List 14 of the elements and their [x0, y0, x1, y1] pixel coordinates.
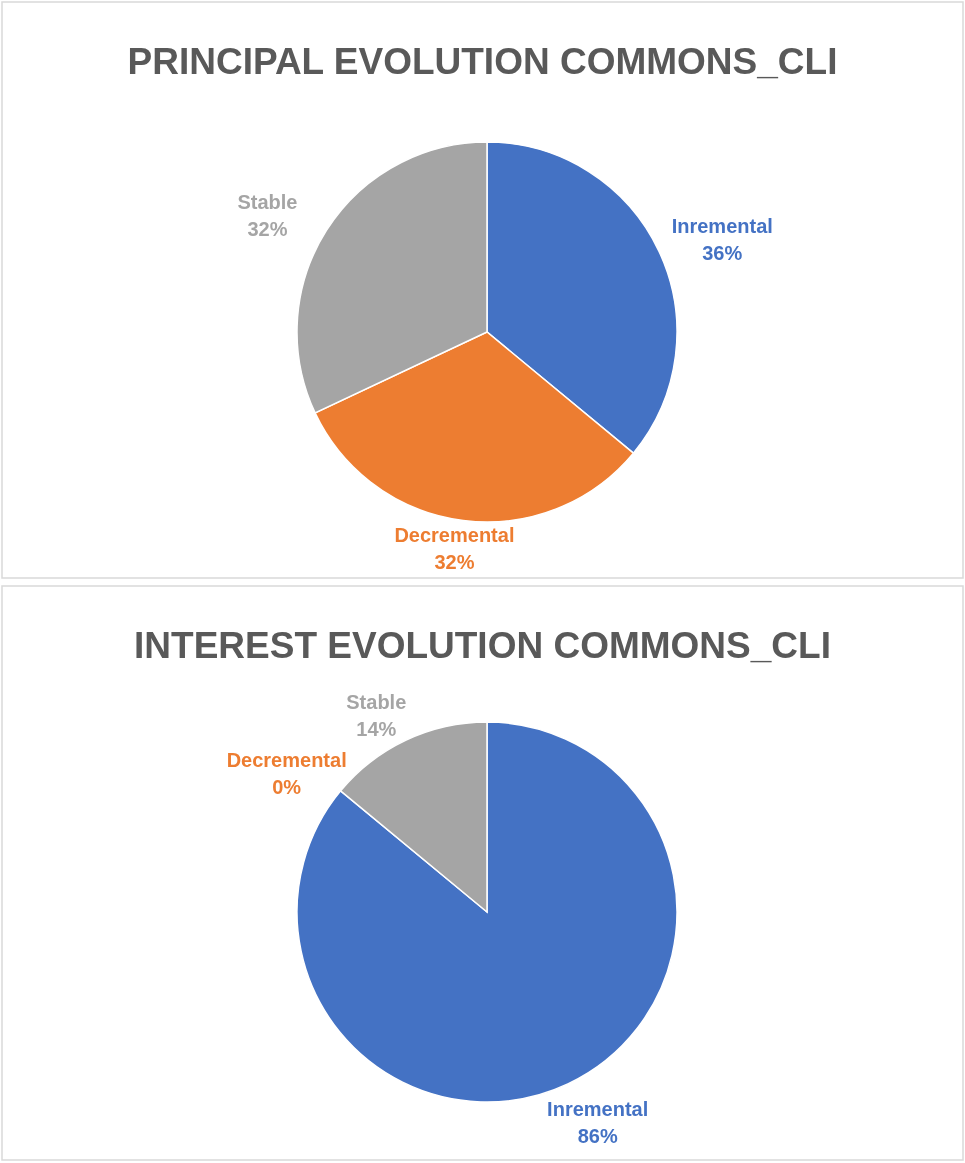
- data-label: 32%: [247, 218, 288, 241]
- category-label: Decremental: [226, 749, 347, 772]
- data-label: 14%: [356, 717, 397, 740]
- data-label: 86%: [577, 1124, 618, 1147]
- chart-title: PRINCIPAL EVOLUTION COMMONS_CLI: [127, 41, 838, 82]
- data-label: 32%: [434, 551, 475, 574]
- slice-label: Decremental: [394, 524, 515, 547]
- slice-label: Inremental: [547, 1097, 649, 1120]
- slice-label: Stable: [237, 191, 298, 214]
- slice-label: Inremental: [671, 215, 773, 238]
- data-label: 36%: [702, 242, 743, 265]
- text: 0%: [272, 776, 302, 799]
- slice-label: Stable: [346, 690, 407, 713]
- chart-title: INTEREST EVOLUTION COMMONS_CLI: [134, 625, 831, 666]
